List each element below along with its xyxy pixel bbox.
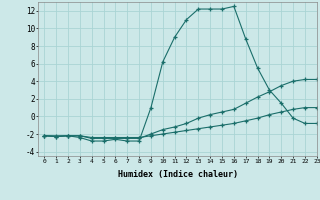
X-axis label: Humidex (Indice chaleur): Humidex (Indice chaleur) bbox=[118, 170, 238, 179]
